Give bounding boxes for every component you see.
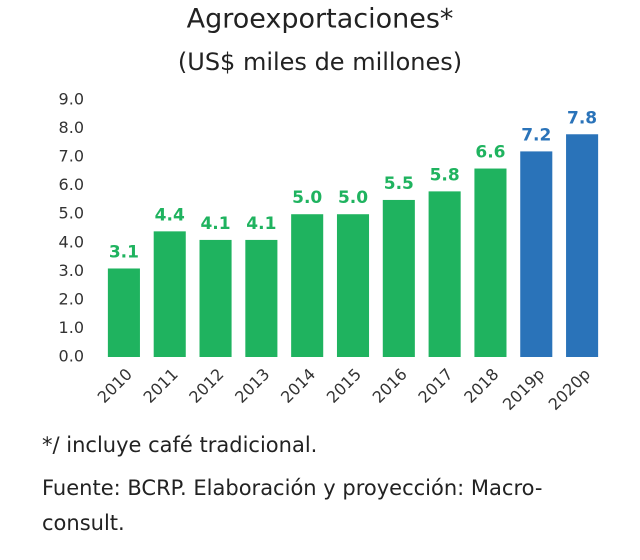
y-tick-label: 5.0	[59, 204, 84, 223]
x-tick-label: 2016	[369, 365, 411, 407]
value-label: 5.0	[338, 188, 368, 208]
value-label: 4.1	[200, 214, 230, 234]
bar	[291, 214, 324, 357]
x-tick-label: 2010	[94, 365, 136, 407]
y-tick-label: 0.0	[59, 347, 84, 366]
value-label: 4.1	[246, 214, 276, 234]
x-tick-label: 2012	[185, 365, 227, 407]
chart-subtitle: (US$ miles de millones)	[178, 48, 462, 76]
value-label: 5.8	[430, 165, 460, 185]
value-label: 5.5	[384, 174, 414, 194]
y-tick-label: 3.0	[59, 261, 84, 280]
y-tick-label: 2.0	[59, 289, 84, 308]
y-tick-label: 8.0	[59, 118, 84, 137]
bar	[566, 134, 599, 357]
footnote: consult.	[42, 511, 125, 535]
x-tick-label: 2013	[231, 365, 273, 407]
footnote: */ incluye café tradicional.	[42, 433, 317, 457]
value-label: 4.4	[155, 205, 185, 225]
bar	[336, 214, 370, 357]
value-label: 7.2	[521, 125, 551, 145]
value-label: 7.8	[567, 108, 597, 128]
x-tick-label: 2018	[460, 365, 502, 407]
bar	[520, 151, 553, 357]
y-tick-label: 6.0	[59, 175, 84, 194]
y-tick-label: 9.0	[59, 90, 84, 109]
y-tick-label: 7.0	[59, 147, 84, 166]
chart-title: Agroexportaciones*	[187, 4, 454, 35]
x-tick-label: 2017	[414, 365, 456, 407]
bar	[199, 239, 232, 357]
value-label: 6.6	[475, 143, 505, 163]
x-tick-label: 2020p	[545, 365, 594, 414]
bar	[474, 168, 507, 357]
footnote: Fuente: BCRP. Elaboración y proyección: …	[42, 476, 542, 500]
bar	[382, 199, 415, 357]
y-tick-label: 1.0	[59, 318, 84, 337]
x-tick-label: 2014	[277, 365, 319, 407]
value-label: 3.1	[109, 242, 139, 262]
x-tick-label: 2015	[323, 365, 365, 407]
x-tick-label: 2019p	[499, 365, 548, 414]
bar	[153, 231, 186, 357]
value-label: 5.0	[292, 188, 322, 208]
bar	[245, 239, 278, 357]
bar	[428, 191, 461, 357]
x-tick-label: 2011	[140, 365, 182, 407]
y-tick-label: 4.0	[59, 232, 84, 251]
bar	[107, 268, 140, 357]
